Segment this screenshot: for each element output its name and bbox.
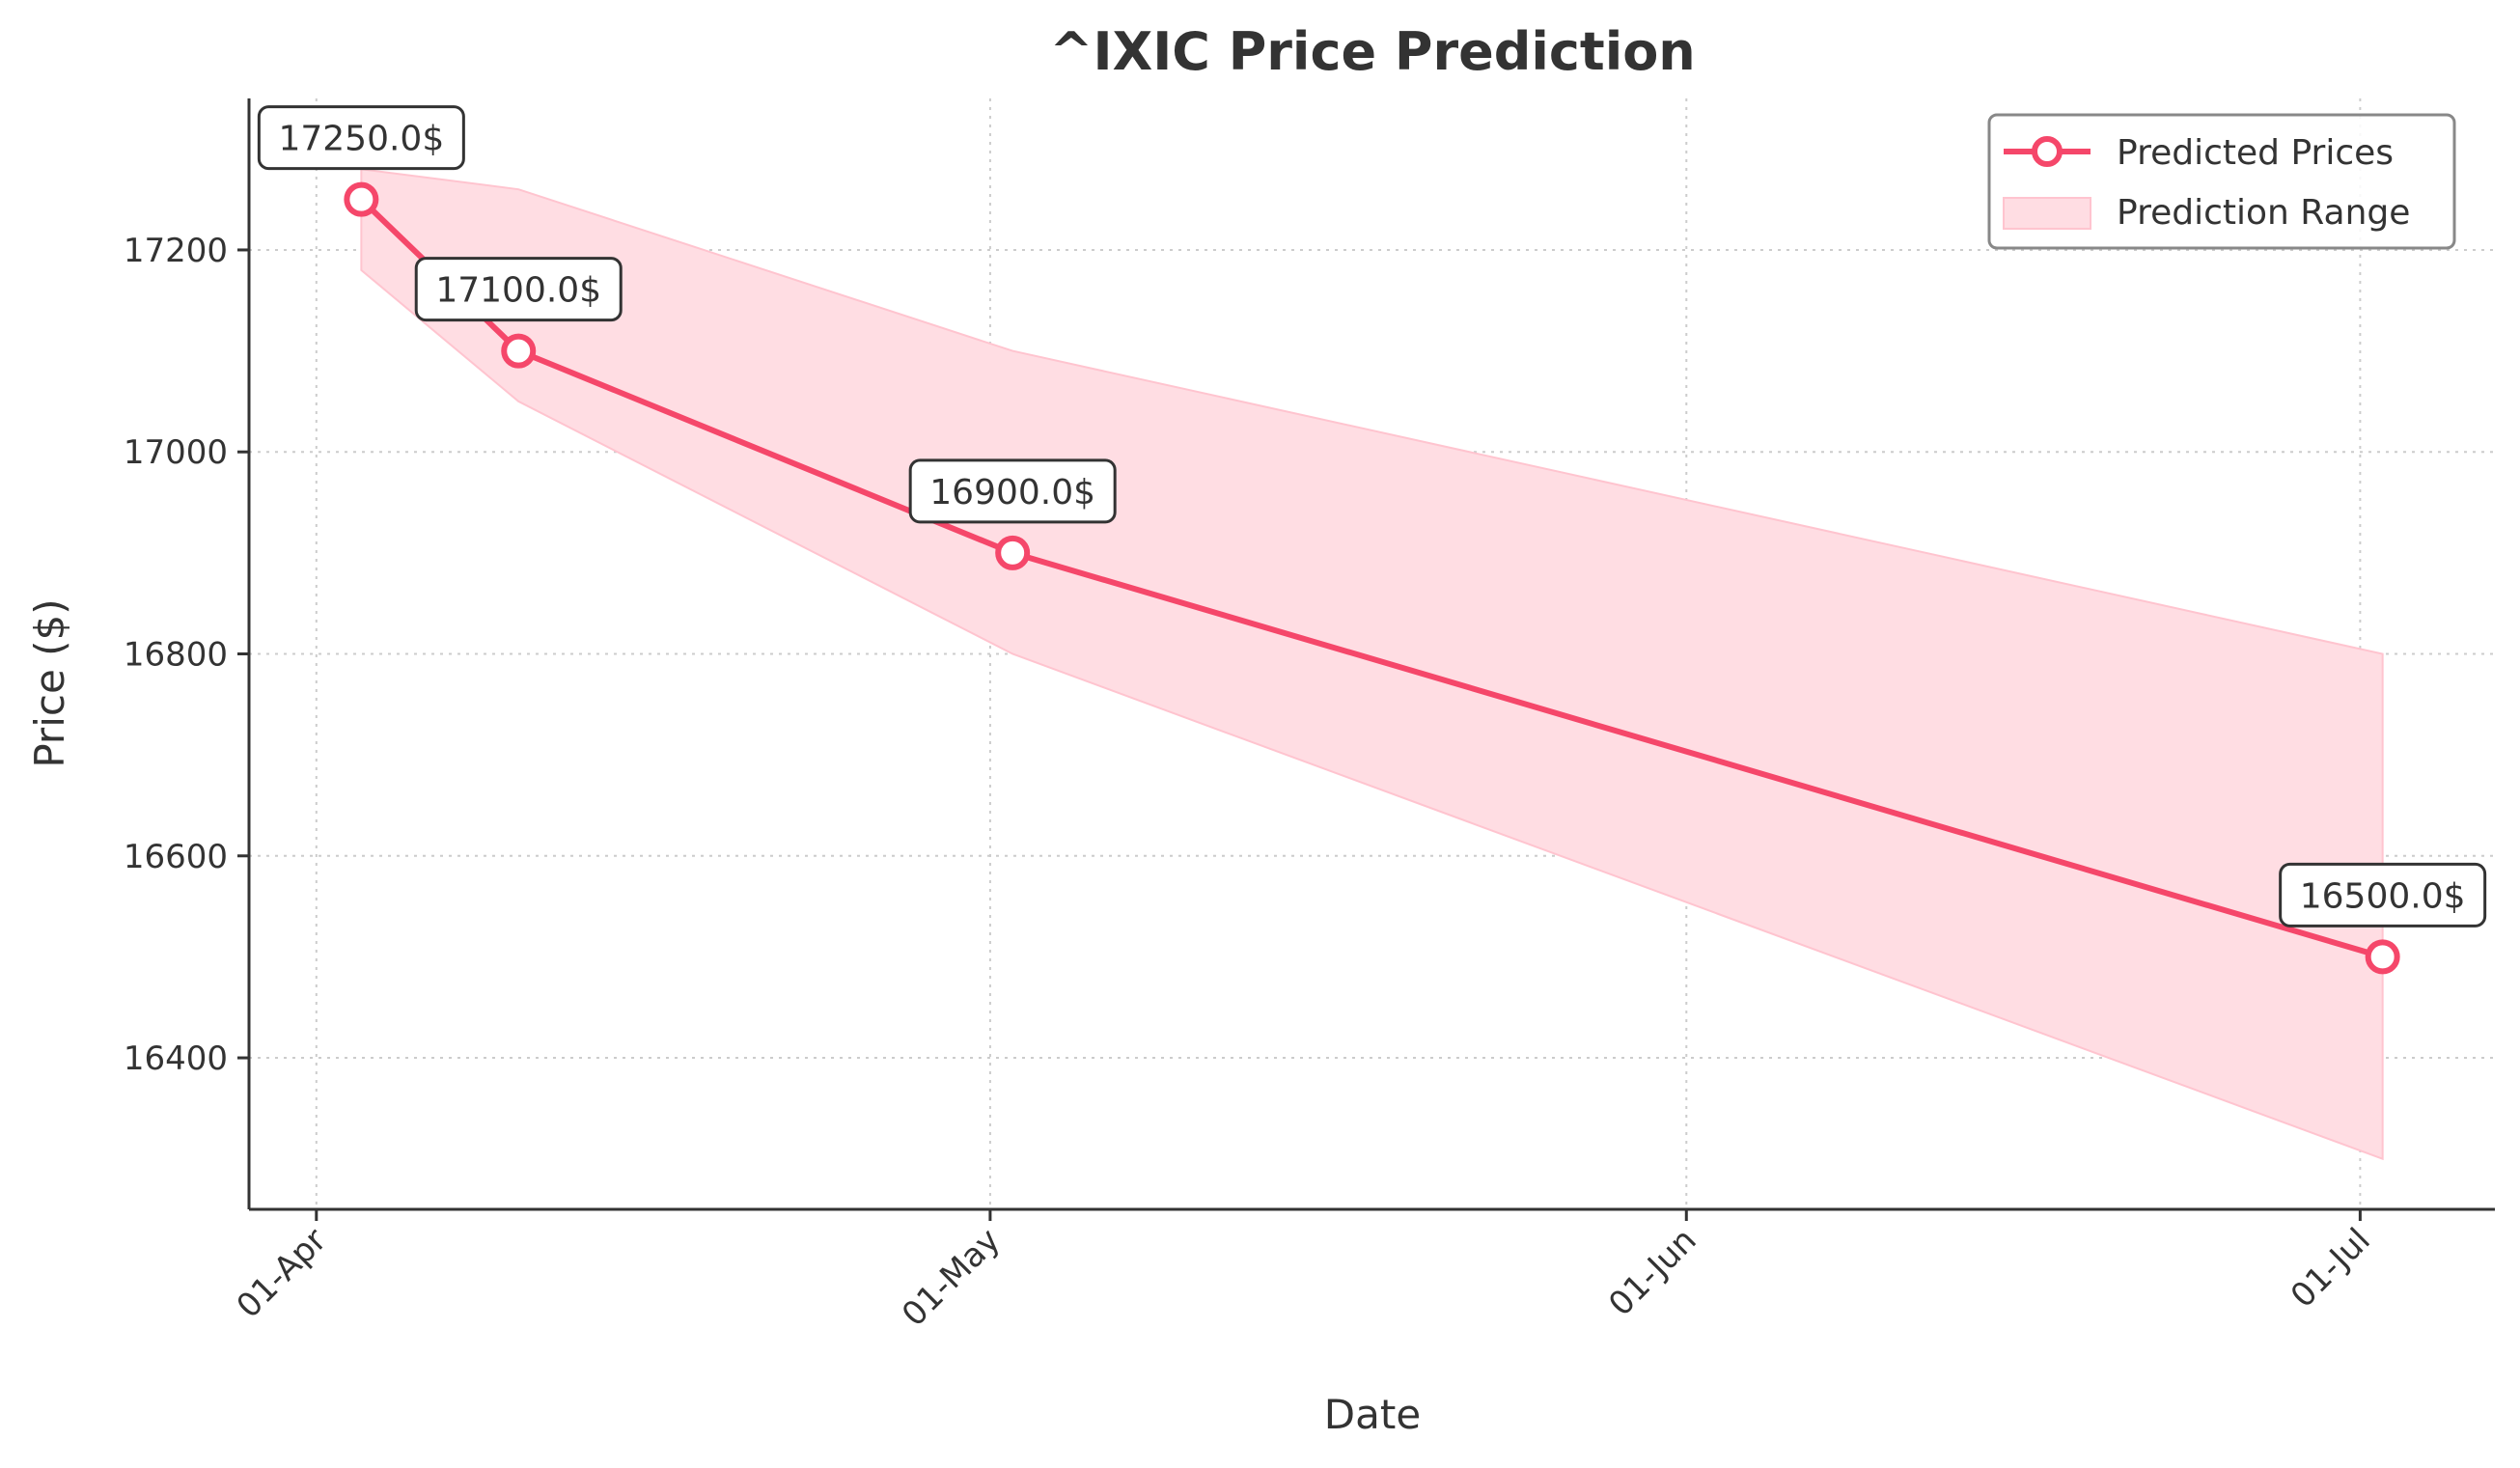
data-label-text: 16500.0$: [2300, 876, 2466, 916]
predicted-price-point: [344, 181, 379, 217]
predicted-price-point: [2365, 939, 2400, 975]
predicted-price-point: [501, 333, 537, 369]
legend-frame: [1987, 113, 2456, 250]
chart-title: ^IXIC Price Prediction: [1049, 21, 1696, 82]
data-label-box: [257, 105, 465, 171]
data-label-text: 17250.0$: [278, 120, 444, 159]
data-labels: 17250.0$ 17100.0$ 16900.0$ 16500.0$: [257, 105, 2487, 928]
x-axis-title: Date: [1324, 1391, 1421, 1438]
y-tick-label: 16600: [124, 838, 228, 876]
data-label-box: [414, 257, 623, 322]
prediction-range-area: [360, 168, 2384, 1161]
y-axis-title: Price ($): [26, 598, 73, 767]
data-label-text: 17100.0$: [435, 271, 601, 311]
y-tick-label: 16800: [124, 636, 228, 675]
legend: Predicted Prices Prediction Range: [1987, 113, 2456, 250]
y-tick-label: 17000: [124, 433, 228, 472]
legend-area-swatch: [2003, 197, 2091, 230]
y-tick-label: 17200: [124, 232, 228, 270]
legend-label-range: Prediction Range: [2117, 193, 2410, 233]
legend-marker-swatch: [2032, 136, 2063, 167]
legend-label-predicted: Predicted Prices: [2117, 133, 2394, 173]
data-label-box: [908, 458, 1117, 524]
data-label-text: 16900.0$: [929, 473, 1095, 512]
y-tick-label: 16400: [124, 1039, 228, 1078]
data-label-box: [2279, 862, 2487, 928]
prediction-range-band: [360, 168, 2384, 1161]
predicted-price-point: [995, 535, 1031, 570]
